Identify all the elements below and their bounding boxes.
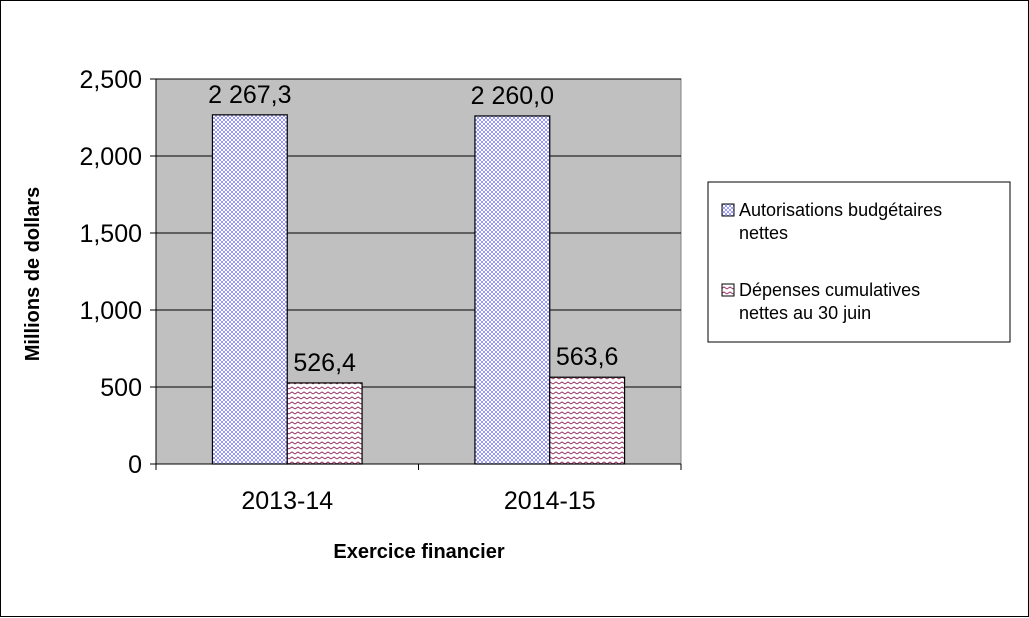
bars <box>211 114 626 465</box>
legend: Autorisations budgétaires nettes Dépenses … <box>707 181 1011 343</box>
legend-swatch <box>721 203 735 217</box>
axes <box>150 78 682 470</box>
y-tick-label: 500 <box>100 374 142 402</box>
bar <box>549 376 626 465</box>
x-tick-label: 2014-15 <box>504 487 596 515</box>
y-tick-label: 0 <box>128 451 142 479</box>
data-label: 2 267,3 <box>208 81 291 109</box>
y-axis-title: Millions de dollars <box>22 187 44 361</box>
y-tick-labels: 0 500 1,000 1,500 2,000 2,500 <box>79 66 142 479</box>
data-label: 563,6 <box>556 343 619 371</box>
legend-label: nettes <box>739 223 788 243</box>
data-label: 526,4 <box>293 349 356 377</box>
legend-swatch <box>721 283 735 297</box>
x-axis-title: Exercice financier <box>333 541 504 563</box>
y-tick-label: 2,500 <box>79 66 142 94</box>
data-labels: 2 267,3 526,4 2 260,0 563,6 <box>208 81 618 377</box>
y-tick-label: 1,000 <box>79 297 142 325</box>
legend-label: nettes au 30 juin <box>739 303 871 323</box>
x-tick-label: 2013-14 <box>241 487 333 515</box>
legend-box <box>707 181 1011 343</box>
y-tick-label: 2,000 <box>79 143 142 171</box>
bar <box>474 115 551 465</box>
x-tick-labels: 2013-14 2014-15 <box>241 487 595 515</box>
bar <box>286 382 363 465</box>
legend-label: Autorisations budgétaires <box>739 200 942 220</box>
data-label: 2 260,0 <box>471 82 554 110</box>
y-tick-label: 1,500 <box>79 220 142 248</box>
legend-label: Dépenses cumulatives <box>739 280 920 300</box>
bar <box>211 114 288 465</box>
